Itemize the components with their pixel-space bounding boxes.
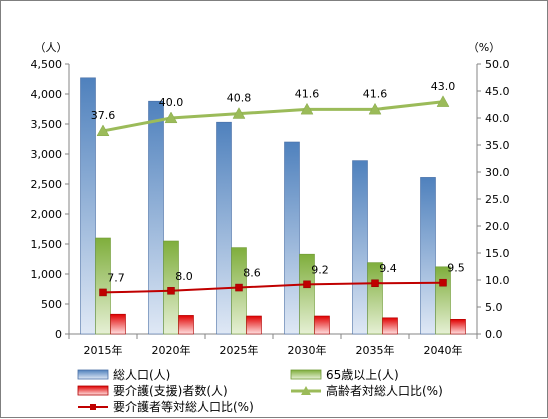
x-tick-label: 2020年 bbox=[152, 343, 191, 357]
care-ratio-line bbox=[102, 281, 444, 294]
care-ratio-label: 9.5 bbox=[447, 262, 465, 275]
aged-65-plus-bar bbox=[95, 237, 111, 335]
care-ratio-label: 9.4 bbox=[379, 262, 397, 275]
right-tick-label: 5.0 bbox=[485, 301, 503, 314]
legend-total-population-swatch bbox=[77, 369, 109, 380]
care-required-bar bbox=[178, 315, 194, 335]
legend-care-required-text: 要介護(支援)者数(人) bbox=[113, 383, 228, 398]
aged-ratio-point bbox=[368, 102, 382, 115]
aged-65-plus-bar bbox=[299, 253, 315, 335]
aged-ratio-label: 37.6 bbox=[91, 109, 116, 122]
legend-care-ratio-text: 要介護者等対総人口比(%) bbox=[113, 399, 254, 414]
legend-care-ratio-swatch-marker bbox=[90, 404, 96, 410]
total-population-bar bbox=[284, 141, 300, 335]
care-ratio-point bbox=[371, 279, 379, 287]
aged-ratio-point bbox=[96, 124, 110, 137]
aged-ratio-label: 40.8 bbox=[227, 92, 252, 105]
x-tick-label: 2030年 bbox=[288, 343, 327, 357]
care-required-bar bbox=[110, 313, 126, 335]
left-tick-label: 1,000 bbox=[31, 268, 63, 281]
aged-ratio-label: 43.0 bbox=[431, 80, 456, 93]
aged-ratio-label: 41.6 bbox=[295, 87, 320, 100]
left-tick-label: 0 bbox=[55, 328, 62, 341]
total-population-bar bbox=[420, 177, 436, 335]
right-tick-label: 35.0 bbox=[485, 139, 510, 152]
left-tick-label: 3,500 bbox=[31, 118, 63, 131]
legend-aged-65-plus-text: 65歳以上(人) bbox=[326, 368, 399, 382]
legend-aged-65-plus-swatch bbox=[290, 369, 322, 380]
total-population-bar bbox=[148, 100, 164, 335]
left-tick-label: 2,000 bbox=[31, 208, 63, 221]
left-tick-label: 2,500 bbox=[31, 178, 63, 191]
left-tick-label: 500 bbox=[41, 298, 62, 311]
care-required-bar bbox=[382, 317, 398, 335]
legend-aged-ratio-text: 高齢者対総人口比(%) bbox=[326, 383, 443, 398]
care-ratio-label: 7.7 bbox=[107, 271, 125, 284]
care-required-bar bbox=[246, 315, 262, 335]
x-tick-label: 2035年 bbox=[356, 343, 395, 357]
aged-ratio-point bbox=[436, 95, 450, 107]
care-ratio-point bbox=[439, 278, 447, 287]
total-population-bar bbox=[216, 121, 232, 335]
aged-ratio-point bbox=[300, 102, 314, 115]
right-tick-label: 20.0 bbox=[485, 220, 510, 233]
care-ratio-label: 8.6 bbox=[243, 267, 261, 280]
aged-65-plus-bar bbox=[435, 266, 451, 335]
care-ratio-label: 8.0 bbox=[175, 270, 193, 283]
right-tick-label: 15.0 bbox=[485, 247, 510, 260]
total-population-bar bbox=[80, 77, 96, 335]
total-population-bar bbox=[352, 160, 368, 335]
left-tick-label: 1,500 bbox=[31, 238, 63, 251]
x-tick-label: 2015年 bbox=[84, 343, 123, 357]
left-tick-label: 3,000 bbox=[31, 148, 63, 161]
x-tick-label: 2025年 bbox=[220, 343, 259, 357]
aged-ratio-point bbox=[164, 111, 178, 124]
left-tick-label: 4,000 bbox=[31, 88, 63, 101]
care-ratio-label: 9.2 bbox=[311, 263, 329, 276]
right-axis-unit: （%） bbox=[468, 41, 500, 54]
right-tick-label: 30.0 bbox=[485, 166, 510, 179]
right-tick-label: 45.0 bbox=[485, 85, 510, 98]
legend-aged-ratio-swatch-marker bbox=[301, 386, 311, 395]
right-tick-label: 25.0 bbox=[485, 193, 510, 206]
aged-ratio-point bbox=[232, 107, 246, 119]
aged-ratio-line bbox=[102, 100, 444, 133]
left-tick-label: 4,500 bbox=[31, 58, 63, 71]
right-tick-label: 50.0 bbox=[485, 58, 510, 71]
care-ratio-point bbox=[99, 288, 107, 297]
care-ratio-point bbox=[235, 283, 243, 292]
right-tick-label: 0.0 bbox=[485, 328, 503, 341]
care-ratio-point bbox=[303, 280, 311, 289]
right-tick-label: 10.0 bbox=[485, 274, 510, 287]
aged-ratio-label: 40.0 bbox=[159, 96, 184, 109]
care-required-bar bbox=[450, 318, 466, 335]
left-axis-unit: （人） bbox=[35, 41, 68, 54]
right-tick-label: 40.0 bbox=[485, 112, 510, 125]
care-required-bar bbox=[314, 315, 330, 335]
legend-care-required-swatch bbox=[77, 385, 109, 396]
x-tick-label: 2040年 bbox=[424, 343, 463, 357]
aged-ratio-label: 41.6 bbox=[363, 87, 388, 100]
legend-total-population-text: 総人口(人) bbox=[113, 368, 170, 382]
care-ratio-point bbox=[167, 287, 175, 295]
